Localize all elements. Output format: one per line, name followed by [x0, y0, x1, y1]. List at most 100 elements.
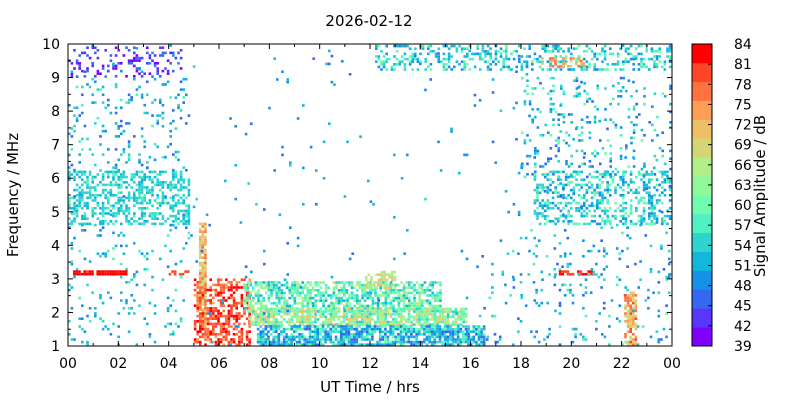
data-cell — [135, 188, 139, 192]
data-cell — [138, 85, 141, 89]
data-cell — [371, 318, 374, 321]
data-cell — [68, 283, 71, 287]
data-cell — [317, 283, 320, 287]
data-cell — [533, 299, 536, 302]
data-cell — [348, 283, 351, 287]
data-cell — [127, 330, 131, 333]
data-cell — [306, 338, 309, 341]
data-cell — [225, 317, 228, 320]
data-cell — [257, 296, 260, 300]
data-cell — [421, 291, 424, 295]
data-cell — [596, 108, 599, 111]
data-cell — [130, 59, 133, 62]
data-cell — [611, 170, 615, 174]
data-cell — [387, 291, 390, 295]
data-cell — [230, 283, 233, 287]
data-cell — [394, 310, 398, 313]
data-cell — [559, 68, 563, 71]
data-cell — [161, 191, 165, 194]
data-cell — [112, 207, 115, 210]
data-cell — [615, 283, 619, 287]
data-cell — [411, 55, 414, 58]
data-cell — [551, 47, 555, 50]
data-cell — [304, 327, 308, 331]
data-cell — [86, 178, 89, 181]
data-cell — [73, 217, 76, 220]
data-cell — [161, 194, 165, 197]
data-cell — [655, 217, 659, 220]
data-cell — [222, 335, 225, 339]
data-cell — [348, 296, 351, 300]
data-cell — [172, 69, 175, 73]
data-cell — [322, 302, 325, 305]
data-cell — [120, 262, 123, 266]
data-cell — [240, 296, 244, 300]
data-cell — [303, 343, 307, 346]
data-cell — [473, 65, 477, 69]
data-cell — [564, 62, 568, 65]
data-cell — [179, 183, 183, 187]
data-cell — [598, 214, 602, 218]
data-cell — [378, 278, 381, 282]
data-cell — [259, 315, 263, 319]
data-cell — [445, 57, 448, 61]
data-cell — [553, 275, 557, 279]
data-cell — [477, 333, 481, 336]
data-cell — [658, 50, 661, 53]
data-cell — [86, 191, 89, 194]
data-cell — [295, 343, 299, 346]
data-cell — [114, 163, 118, 167]
data-cell — [393, 257, 396, 261]
data-cell — [88, 307, 92, 310]
data-cell — [572, 199, 576, 202]
data-cell — [577, 64, 581, 68]
data-cell — [275, 304, 278, 308]
y-tick-label: 8 — [51, 104, 60, 120]
data-cell — [99, 221, 102, 224]
data-cell — [366, 310, 369, 313]
region-late-spike — [624, 291, 638, 346]
data-cell — [598, 68, 602, 71]
data-cell — [443, 335, 447, 339]
data-cell — [554, 55, 557, 58]
data-cell — [339, 327, 343, 331]
data-cell — [350, 335, 353, 339]
data-cell — [201, 287, 205, 291]
data-cell — [285, 338, 288, 341]
data-cell — [264, 307, 268, 311]
data-cell — [437, 57, 440, 61]
data-cell — [425, 335, 429, 339]
data-cell — [596, 84, 599, 88]
data-cell — [151, 275, 154, 279]
data-cell — [109, 183, 113, 187]
data-cell — [114, 75, 118, 78]
data-cell — [483, 307, 486, 310]
data-cell — [337, 330, 340, 333]
data-cell — [358, 299, 362, 302]
data-cell — [498, 338, 502, 341]
data-cell — [240, 333, 244, 336]
data-cell — [598, 194, 602, 197]
data-cell — [561, 57, 565, 60]
data-cell — [265, 281, 268, 284]
data-cell — [569, 57, 573, 60]
data-cell — [574, 62, 578, 65]
data-cell — [557, 175, 560, 179]
data-cell — [274, 340, 278, 344]
data-cell — [78, 194, 81, 197]
data-cell — [402, 286, 406, 289]
data-cell — [543, 190, 547, 193]
data-cell — [449, 338, 452, 341]
data-cell — [196, 294, 199, 297]
data-cell — [580, 186, 583, 189]
data-cell — [464, 327, 468, 331]
data-cell — [378, 283, 381, 287]
data-cell — [125, 175, 128, 179]
data-cell — [347, 327, 351, 331]
data-cell — [275, 291, 278, 295]
data-cell — [311, 323, 315, 326]
data-cell — [575, 76, 579, 80]
data-cell — [648, 121, 651, 124]
data-cell — [319, 330, 322, 333]
